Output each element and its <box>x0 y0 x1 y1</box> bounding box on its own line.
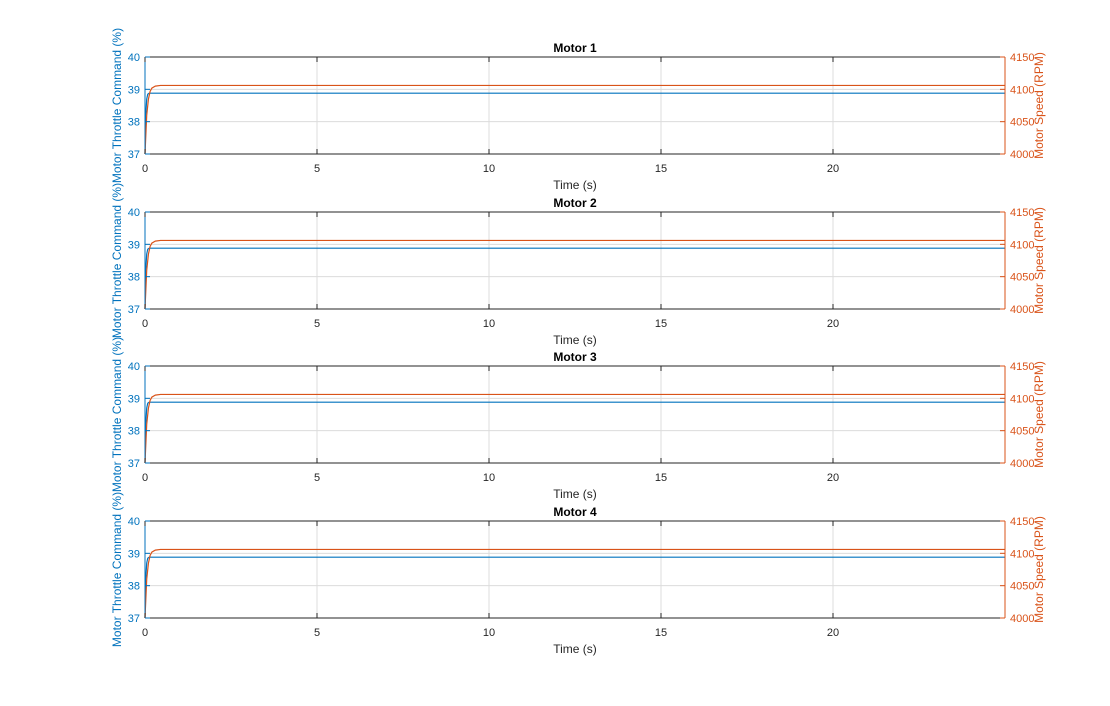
y-tick-label-left: 40 <box>128 361 140 373</box>
throttle-command-line <box>144 247 1005 310</box>
x-tick-label: 0 <box>142 318 148 330</box>
y-tick-label-right: 4150 <box>1010 207 1034 219</box>
y-tick-label-left: 38 <box>128 426 140 438</box>
y-tick-label-left: 40 <box>128 516 140 528</box>
y-tick-label-right: 4000 <box>1010 458 1034 470</box>
x-tick-label: 5 <box>314 163 320 175</box>
x-tick-label: 10 <box>483 472 495 484</box>
x-tick-label: 10 <box>483 627 495 639</box>
subplot-motor-1: 0 5 10 15 20 37 38 39 40 4000 4050 4100 4150 Motor 1 T… <box>110 28 1046 192</box>
x-axis-label: Time (s) <box>553 333 597 347</box>
x-tick-label: 20 <box>827 163 839 175</box>
x-tick-label: 0 <box>142 627 148 639</box>
y-tick-label-right: 4150 <box>1010 361 1034 373</box>
y-tick-label-left: 38 <box>128 117 140 129</box>
y-axis-label-right: Motor Speed (RPM) <box>1032 361 1046 468</box>
y-axis-label-left: Motor Throttle Command (%) <box>110 337 124 492</box>
y-tick-label-left: 38 <box>128 581 140 593</box>
subplot-motor-2: 0 5 10 15 20 37 38 39 40 4000 4050 4100 4150 Motor 2 T… <box>110 183 1046 347</box>
motor-speed-line <box>144 239 1005 310</box>
x-tick-label: 10 <box>483 318 495 330</box>
x-tick-label: 5 <box>314 627 320 639</box>
x-axis-label: Time (s) <box>553 642 597 656</box>
y-tick-label-right: 4000 <box>1010 304 1034 316</box>
y-axis-label-right: Motor Speed (RPM) <box>1032 207 1046 314</box>
y-tick-label-right: 4150 <box>1010 516 1034 528</box>
subplot-title: Motor 2 <box>553 196 597 210</box>
subplot-title: Motor 3 <box>553 350 597 364</box>
subplot-title: Motor 4 <box>553 505 597 519</box>
plot-area <box>145 57 1005 154</box>
throttle-command-line <box>144 92 1005 155</box>
y-tick-label-left: 39 <box>128 548 140 560</box>
y-tick-label-left: 37 <box>128 458 140 470</box>
y-tick-label-right: 4100 <box>1010 548 1034 560</box>
y-axis-label-left: Motor Throttle Command (%) <box>110 492 124 647</box>
x-tick-label: 15 <box>655 627 667 639</box>
x-tick-label: 5 <box>314 318 320 330</box>
x-axis-label: Time (s) <box>553 178 597 192</box>
x-tick-label: 0 <box>142 472 148 484</box>
throttle-command-line <box>144 556 1005 619</box>
y-tick-label-right: 4050 <box>1010 581 1034 593</box>
y-tick-label-right: 4050 <box>1010 272 1034 284</box>
y-tick-label-left: 40 <box>128 207 140 219</box>
y-tick-label-left: 38 <box>128 272 140 284</box>
y-axis-label-right: Motor Speed (RPM) <box>1032 516 1046 623</box>
y-axis-label-right: Motor Speed (RPM) <box>1032 52 1046 159</box>
y-tick-label-right: 4050 <box>1010 426 1034 438</box>
y-tick-label-left: 39 <box>128 393 140 405</box>
plot-area <box>145 212 1005 309</box>
x-axis-label: Time (s) <box>553 487 597 501</box>
y-tick-label-left: 39 <box>128 239 140 251</box>
subplot-motor-4: 0 5 10 15 20 37 38 39 40 4000 4050 4100 4150 Motor 4 T… <box>110 492 1046 656</box>
motor-speed-line <box>144 84 1005 155</box>
y-tick-label-right: 4050 <box>1010 117 1034 129</box>
throttle-command-line <box>144 401 1005 464</box>
plot-area <box>145 366 1005 463</box>
plot-area <box>145 521 1005 618</box>
x-tick-label: 20 <box>827 318 839 330</box>
x-tick-label: 20 <box>827 627 839 639</box>
subplot-title: Motor 1 <box>553 41 597 55</box>
y-tick-label-right: 4100 <box>1010 84 1034 96</box>
y-tick-label-right: 4000 <box>1010 613 1034 625</box>
x-tick-label: 15 <box>655 318 667 330</box>
motor-speed-line <box>144 393 1005 464</box>
subplot-motor-3: 0 5 10 15 20 37 38 39 40 4000 4050 4100 4150 Motor 3 T… <box>110 337 1046 501</box>
y-tick-label-right: 4100 <box>1010 239 1034 251</box>
y-axis-label-left: Motor Throttle Command (%) <box>110 183 124 338</box>
y-tick-label-left: 40 <box>128 52 140 64</box>
y-tick-label-left: 39 <box>128 84 140 96</box>
x-tick-label: 15 <box>655 472 667 484</box>
y-tick-label-right: 4100 <box>1010 393 1034 405</box>
y-tick-label-right: 4150 <box>1010 52 1034 64</box>
x-tick-label: 15 <box>655 163 667 175</box>
y-tick-label-left: 37 <box>128 613 140 625</box>
x-tick-label: 5 <box>314 472 320 484</box>
y-tick-label-left: 37 <box>128 304 140 316</box>
x-tick-label: 20 <box>827 472 839 484</box>
y-axis-label-left: Motor Throttle Command (%) <box>110 28 124 183</box>
motor-speed-line <box>144 548 1005 619</box>
x-tick-label: 0 <box>142 163 148 175</box>
x-tick-label: 10 <box>483 163 495 175</box>
y-tick-label-left: 37 <box>128 149 140 161</box>
y-tick-label-right: 4000 <box>1010 149 1034 161</box>
